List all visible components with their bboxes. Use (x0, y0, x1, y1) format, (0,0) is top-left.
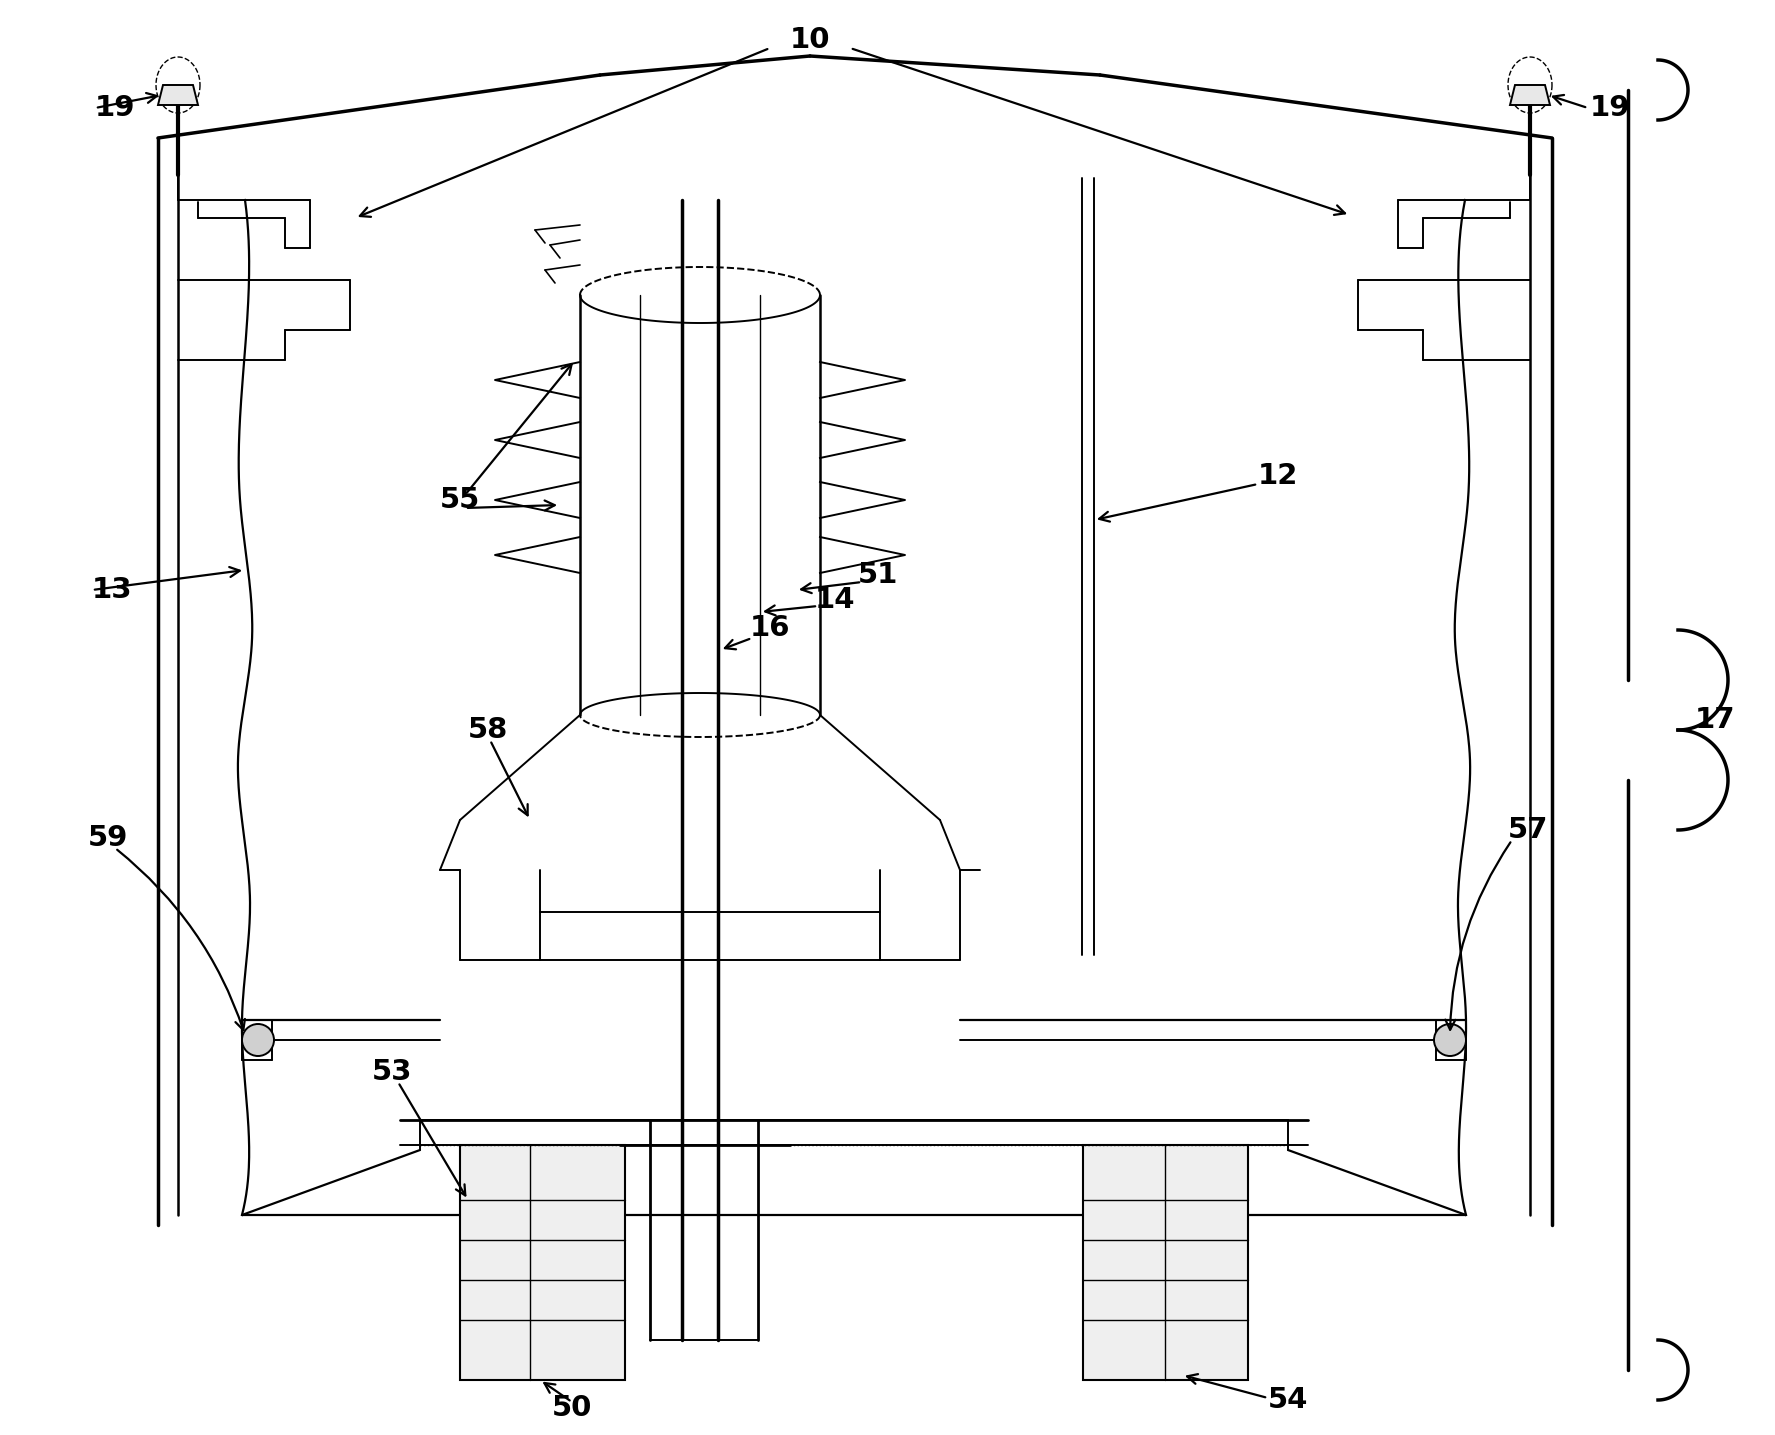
Text: 19: 19 (96, 95, 135, 122)
Text: 17: 17 (1695, 706, 1736, 733)
Text: 16: 16 (751, 614, 790, 641)
Text: 58: 58 (469, 716, 508, 743)
Text: 10: 10 (790, 26, 831, 55)
Text: 50: 50 (552, 1393, 593, 1422)
Polygon shape (1511, 85, 1550, 105)
Polygon shape (1083, 1145, 1248, 1380)
Text: 57: 57 (1509, 817, 1548, 844)
Text: 13: 13 (92, 575, 133, 604)
Text: 53: 53 (373, 1058, 412, 1086)
Circle shape (1434, 1025, 1466, 1056)
Text: 55: 55 (440, 486, 481, 514)
Text: 14: 14 (815, 585, 856, 614)
Text: 12: 12 (1258, 462, 1298, 489)
Text: 51: 51 (857, 561, 898, 588)
Text: 59: 59 (89, 824, 128, 852)
Text: 54: 54 (1267, 1386, 1308, 1413)
Polygon shape (460, 1145, 625, 1380)
Polygon shape (158, 85, 199, 105)
Text: 19: 19 (1590, 95, 1631, 122)
Circle shape (241, 1025, 273, 1056)
